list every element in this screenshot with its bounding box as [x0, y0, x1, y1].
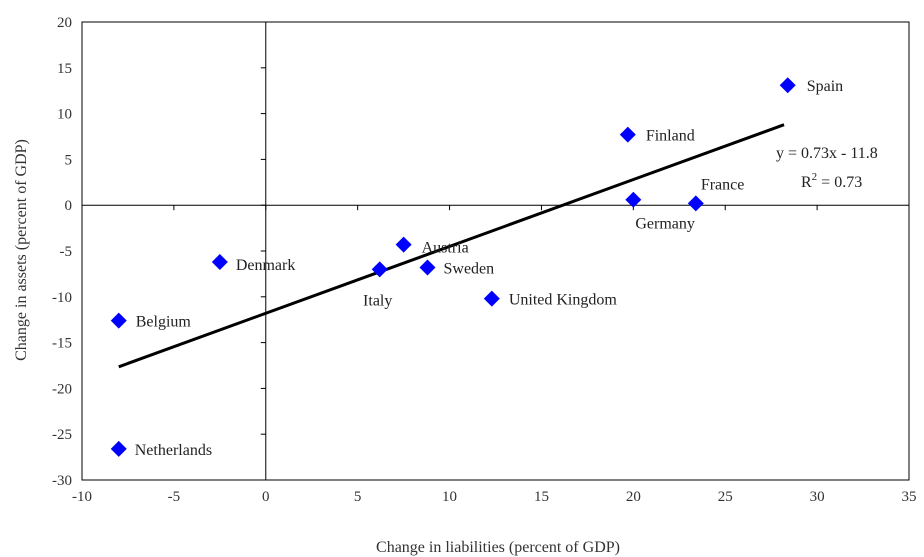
y-tick-label: -5 [60, 244, 73, 260]
point-marker-denmark [211, 253, 228, 270]
point-label-spain: Spain [807, 78, 843, 95]
x-tick-label: -10 [72, 489, 92, 505]
points-group: Spain Finland France Germany Austria Sweden It… [110, 77, 843, 459]
point-marker-france [687, 195, 704, 212]
trendline-equation: y = 0.73x - 11.8 [776, 145, 878, 162]
x-tick-label: 10 [442, 489, 457, 505]
x-tick-label: 15 [534, 489, 549, 505]
r-squared-value: = 0.73 [817, 174, 862, 191]
x-tick-label: 20 [626, 489, 641, 505]
point-marker-spain [779, 77, 796, 94]
y-tick-label: -20 [52, 381, 72, 397]
point-marker-united-kingdom [483, 290, 500, 307]
point-label-denmark: Denmark [236, 257, 296, 274]
point-label-germany: Germany [635, 216, 695, 233]
point-marker-belgium [110, 312, 127, 329]
point-label-austria: Austria [422, 240, 469, 257]
x-tick-label: 25 [718, 489, 733, 505]
point-marker-italy [371, 261, 388, 278]
point-label-italy: Italy [363, 292, 392, 309]
x-tick-label: 35 [902, 489, 917, 505]
x-tick-label: 5 [354, 489, 362, 505]
point-marker-netherlands [110, 440, 127, 457]
y-tick-label: -30 [52, 473, 72, 489]
point-label-finland: Finland [646, 128, 695, 145]
point-marker-austria [395, 236, 412, 253]
y-tick-label: -10 [52, 290, 72, 306]
y-tick-label: 15 [57, 61, 72, 77]
r-squared-superscript: 2 [812, 171, 818, 183]
trendline-group [118, 123, 785, 369]
point-marker-germany [625, 191, 642, 208]
axes: -10 -5 0 5 10 15 20 25 30 35 -30 -25 -20 -15 -10 -5 0 5 10… [52, 15, 917, 505]
y-tick-label: 20 [57, 15, 72, 31]
point-label-france: France [701, 176, 745, 193]
plot-area-frame [81, 21, 910, 481]
x-tick-label: -5 [168, 489, 181, 505]
y-tick-label: -15 [52, 336, 72, 352]
point-label-belgium: Belgium [136, 314, 192, 331]
x-tick-label: 30 [810, 489, 825, 505]
trendline [118, 123, 785, 369]
x-tick-label: 0 [262, 489, 270, 505]
point-label-united-kingdom: United Kingdom [509, 292, 618, 309]
y-tick-label: 0 [65, 198, 73, 214]
y-axis-label: Change in assets (percent of GDP) [13, 139, 30, 361]
x-axis-label: Change in liabilities (percent of GDP) [376, 539, 620, 556]
y-tick-label: 5 [65, 152, 73, 168]
r-squared-label: R2 = 0.73 [801, 171, 862, 191]
y-tick-label: 10 [57, 107, 72, 123]
point-marker-finland [619, 126, 636, 143]
point-marker-sweden [419, 259, 436, 276]
point-label-sweden: Sweden [444, 260, 495, 277]
point-label-netherlands: Netherlands [135, 442, 212, 459]
y-tick-label: -25 [52, 427, 72, 443]
r-squared-prefix: R [801, 174, 812, 191]
